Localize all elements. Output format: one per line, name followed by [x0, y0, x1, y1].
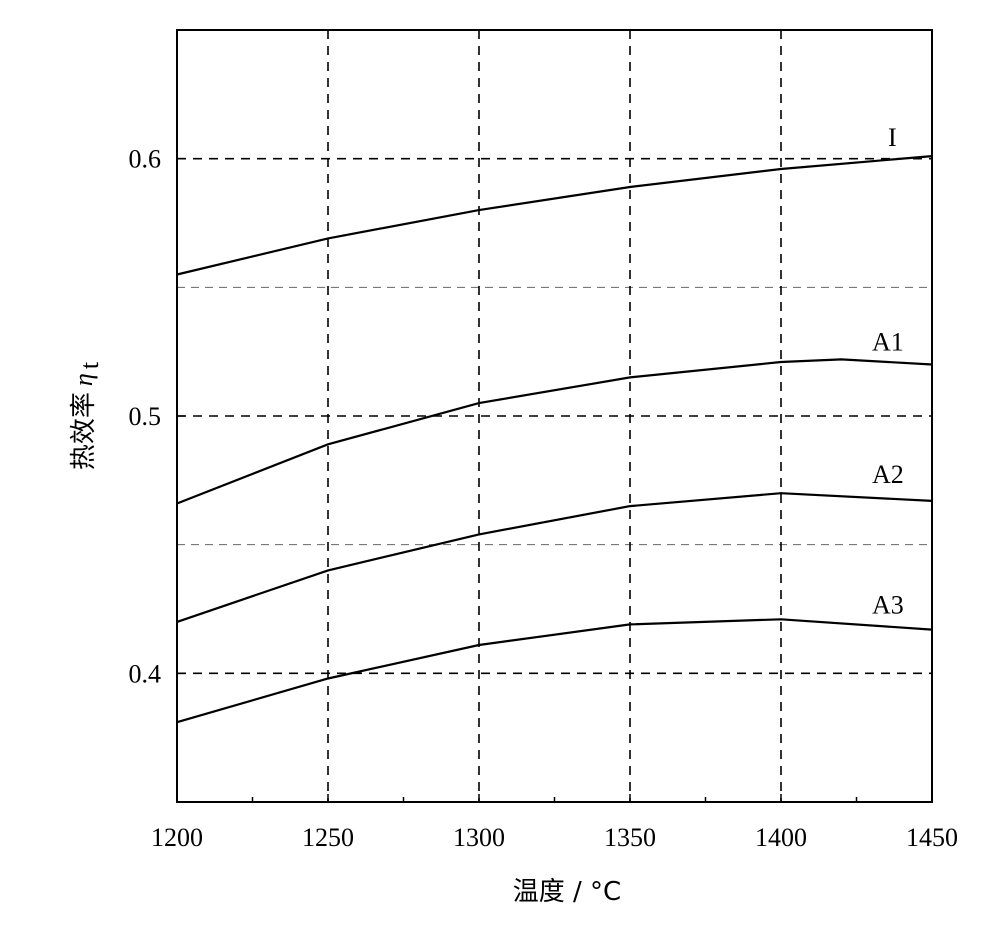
- plot-frame: [176, 29, 933, 803]
- series-labels: I A1 A2 A3: [872, 123, 904, 619]
- axis-ticks: 1200 1250 1300 1350 1400 1450 0.4 0.5 0.6: [129, 145, 959, 852]
- x-tick-label-1250: 1250: [302, 823, 354, 852]
- y-tick-label-0.6: 0.6: [129, 145, 162, 174]
- x-tick-label-1200: 1200: [151, 823, 203, 852]
- y-axis-title-symbol: η: [69, 373, 98, 386]
- series-label-a3: A3: [872, 591, 904, 620]
- x-tick-label-1400: 1400: [755, 823, 807, 852]
- y-axis-title-subscript: t: [75, 361, 104, 369]
- series-line-i: [176, 155, 933, 276]
- series-line-a1: [176, 358, 933, 505]
- gridlines: [177, 30, 932, 803]
- series-label-a1: A1: [872, 328, 904, 357]
- x-axis-title: 温度 / °C: [513, 877, 621, 907]
- y-tick-label-0.5: 0.5: [129, 402, 162, 431]
- x-tick-label-1450: 1450: [906, 823, 958, 852]
- series-lines: [176, 155, 933, 724]
- x-tick-label-1300: 1300: [453, 823, 505, 852]
- series-label-i: I: [888, 123, 897, 152]
- series-line-a3: [176, 618, 933, 724]
- x-tick-label-1350: 1350: [604, 823, 656, 852]
- y-axis-title-text: 热效率: [69, 392, 99, 470]
- series-line-a2: [176, 492, 933, 623]
- y-tick-label-0.4: 0.4: [129, 659, 162, 688]
- svg-text:热效率 η t: 热效率 η t: [69, 361, 104, 470]
- series-label-a2: A2: [872, 460, 904, 489]
- y-axis-title: 热效率 η t: [69, 361, 104, 470]
